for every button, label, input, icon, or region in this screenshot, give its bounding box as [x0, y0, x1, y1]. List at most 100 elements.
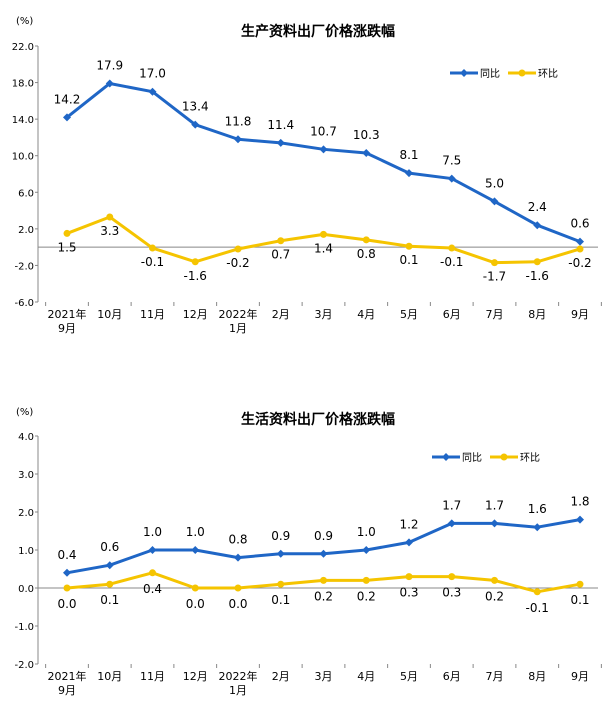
x-tick-label: 7月	[486, 308, 504, 321]
data-label-mom: 0.3	[399, 586, 418, 600]
data-point-yoy	[405, 538, 413, 547]
data-label-yoy: 11.8	[225, 114, 252, 128]
x-tick-label: 10月	[97, 308, 122, 321]
data-point-mom	[576, 580, 584, 588]
data-label-mom: 0.0	[186, 597, 205, 611]
legend-label: 同比	[480, 68, 500, 80]
x-tick-label: 1月	[229, 684, 247, 697]
x-tick-label: 1月	[229, 322, 247, 335]
data-point-yoy	[191, 546, 200, 554]
x-tick-label: 9月	[58, 322, 76, 335]
y-tick-label: -2.0	[14, 660, 34, 671]
data-point-mom	[234, 584, 242, 592]
x-tick-label: 2022年	[219, 307, 258, 321]
data-point-yoy	[490, 519, 499, 528]
data-label-mom: 3.3	[100, 224, 119, 238]
legend-marker	[442, 453, 450, 461]
data-point-yoy	[105, 79, 114, 88]
data-point-yoy	[576, 237, 584, 246]
y-axis-unit: (%)	[16, 16, 33, 27]
legend-label: 同比	[462, 452, 482, 464]
data-point-mom	[106, 213, 114, 221]
x-tick-label: 2月	[272, 670, 290, 683]
data-label-yoy: 2.4	[528, 200, 547, 214]
legend-label: 环比	[520, 452, 540, 464]
data-point-yoy	[319, 145, 328, 154]
data-point-mom	[106, 580, 114, 588]
data-label-yoy: 17.0	[139, 67, 166, 81]
data-label-mom: -0.1	[440, 255, 463, 269]
y-tick-label: 0.0	[18, 584, 34, 595]
data-point-mom	[491, 576, 498, 584]
data-label-yoy: 7.5	[442, 154, 461, 168]
y-tick-label: 22.0	[12, 42, 34, 53]
data-point-yoy	[148, 546, 157, 554]
data-point-mom	[362, 576, 370, 584]
x-tick-label: 11月	[140, 308, 165, 321]
data-label-yoy: 1.7	[485, 498, 504, 512]
data-label-yoy: 1.2	[399, 517, 418, 531]
data-point-mom	[149, 244, 156, 252]
x-tick-label: 2月	[272, 308, 290, 321]
x-tick-label: 4月	[357, 308, 375, 321]
data-label-mom: 0.3	[442, 586, 461, 600]
data-point-mom	[63, 229, 71, 237]
y-tick-label: 4.0	[18, 432, 34, 443]
data-label-yoy: 14.2	[54, 92, 81, 106]
data-point-mom	[277, 237, 285, 245]
y-tick-label: 2.0	[18, 508, 34, 519]
series-line-yoy	[66, 81, 581, 244]
x-tick-label: 4月	[357, 670, 375, 683]
y-tick-label: 14.0	[12, 115, 34, 126]
y-tick-label: -1.0	[14, 622, 34, 633]
data-label-mom: 0.2	[485, 589, 504, 603]
data-label-mom: 0.1	[399, 253, 418, 267]
x-tick-label: 6月	[443, 670, 461, 683]
data-label-yoy: 8.1	[399, 148, 418, 162]
data-label-yoy: 0.9	[314, 529, 333, 543]
production-materials-price-chart: 生产资料出厂价格涨跌幅 (%) 22.0 18.0 14.0 10.0 6.0 2.0 -2.0…	[12, 16, 602, 335]
data-label-mom: 0.0	[228, 597, 247, 611]
data-label-yoy: 11.4	[267, 118, 294, 132]
x-tick-label: 5月	[400, 670, 418, 683]
data-label-mom: -0.2	[568, 256, 591, 270]
x-tick-label: 12月	[183, 670, 208, 683]
x-tick-label: 9月	[571, 308, 589, 321]
legend-label: 环比	[538, 68, 558, 80]
data-label-yoy: 0.8	[228, 533, 247, 547]
data-point-yoy	[447, 519, 456, 528]
data-point-mom	[448, 573, 456, 581]
data-label-mom: 0.4	[143, 582, 162, 596]
data-point-yoy	[533, 523, 542, 532]
data-label-yoy: 10.7	[310, 124, 337, 138]
data-point-mom	[63, 584, 71, 592]
data-point-yoy	[234, 135, 242, 144]
data-label-mom: -1.7	[483, 270, 506, 284]
data-point-yoy	[105, 561, 114, 570]
data-label-yoy: 5.0	[485, 176, 504, 190]
data-point-mom	[491, 259, 498, 267]
data-point-yoy	[191, 120, 200, 129]
data-label-yoy: 1.8	[570, 495, 589, 509]
data-label-mom: -1.6	[526, 269, 549, 283]
data-point-mom	[320, 230, 327, 238]
data-point-mom	[533, 258, 541, 266]
x-tick-label: 5月	[400, 308, 418, 321]
y-tick-label: 6.0	[18, 188, 34, 199]
data-label-yoy: 10.3	[353, 128, 380, 142]
y-tick-label: -2.0	[14, 261, 34, 272]
data-label-mom: 0.8	[357, 247, 376, 261]
legend-marker	[500, 453, 508, 461]
chart-title: 生产资料出厂价格涨跌幅	[241, 23, 395, 40]
y-axis-unit: (%)	[16, 407, 33, 418]
data-label-yoy: 1.7	[442, 498, 461, 512]
x-tick-label: 2021年	[48, 669, 87, 683]
data-label-mom: 0.2	[357, 589, 376, 603]
data-point-yoy	[533, 221, 542, 230]
data-label-mom: -0.1	[141, 255, 164, 269]
y-tick-label: 2.0	[18, 225, 34, 236]
data-label-yoy: 17.9	[96, 58, 123, 72]
data-point-mom	[576, 245, 584, 253]
y-tick-label: 10.0	[12, 152, 34, 163]
data-label-yoy: 0.6	[100, 540, 119, 554]
